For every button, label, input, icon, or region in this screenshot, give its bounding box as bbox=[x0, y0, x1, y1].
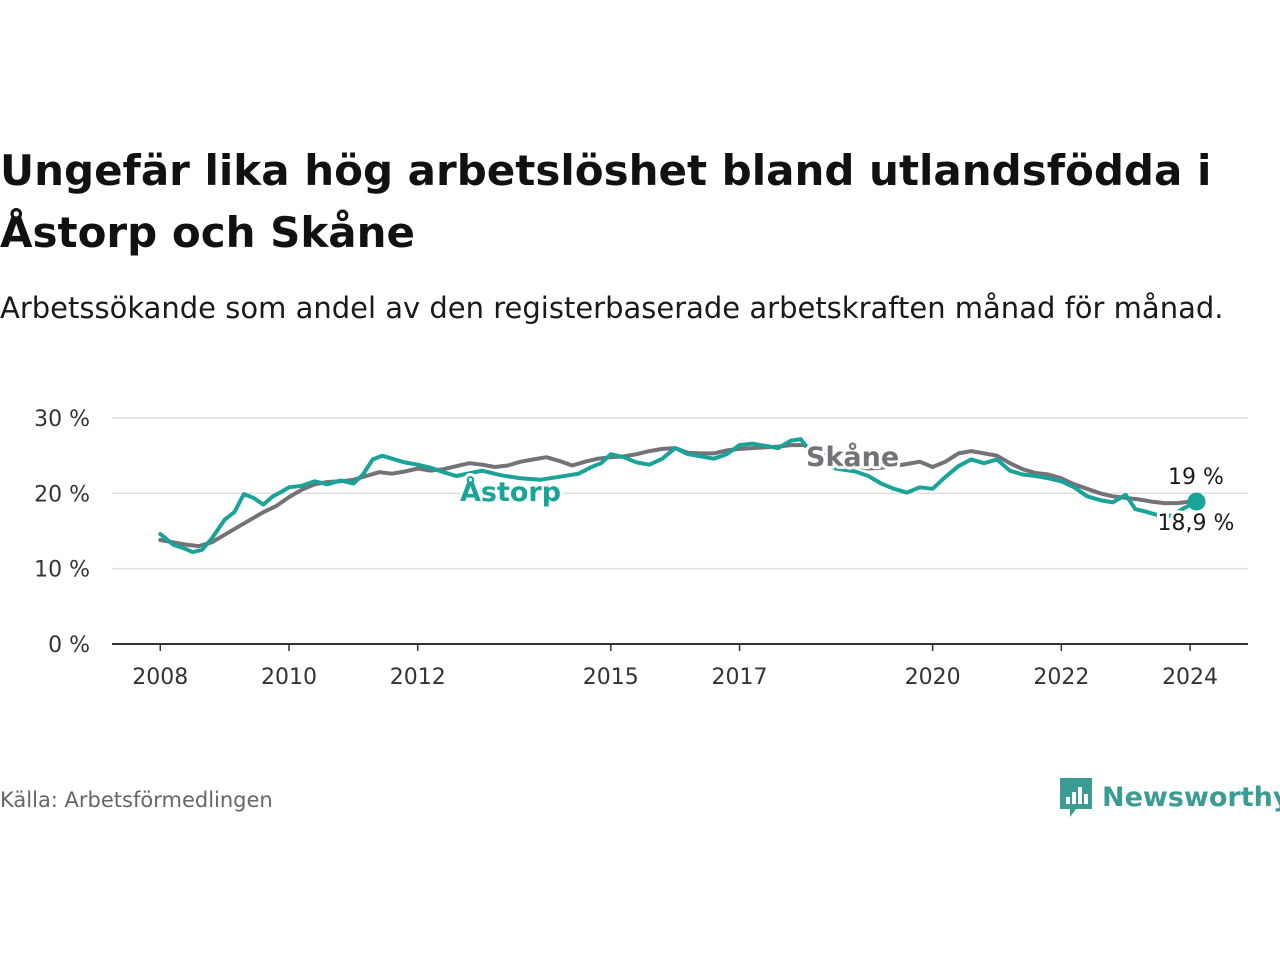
end-value-label-skane: 19 % bbox=[1168, 465, 1224, 490]
series-end-dot-astorp bbox=[1187, 492, 1206, 511]
x-tick-label: 2017 bbox=[712, 665, 768, 690]
series-labels: Skåne Åstorp 19 % 18,9 % bbox=[457, 438, 1237, 539]
x-tick-label: 2020 bbox=[905, 665, 961, 690]
x-axis: 0 % 10 % 20 % 30 % 2008 2010 2012 2015 2017 2020 2… bbox=[34, 407, 1248, 690]
brand-name: Newsworthy bbox=[1102, 781, 1280, 813]
y-tick-label: 0 % bbox=[48, 633, 90, 658]
series-lines bbox=[158, 437, 1199, 555]
newsworthy-logo[interactable]: Newsworthy bbox=[1058, 774, 1280, 820]
source-note: Källa: Arbetsförmedlingen bbox=[0, 788, 273, 812]
x-tick-label: 2012 bbox=[390, 665, 446, 690]
newsworthy-logo-icon bbox=[1060, 778, 1092, 817]
x-tick-label: 2008 bbox=[132, 665, 188, 690]
series-line-astorp bbox=[158, 437, 1199, 555]
x-tick-label: 2015 bbox=[583, 665, 639, 690]
x-tick-label: 2024 bbox=[1162, 665, 1218, 690]
end-value-label-astorp: 18,9 % bbox=[1158, 511, 1235, 536]
series-label-skane: Skåne bbox=[806, 441, 899, 473]
gridlines bbox=[112, 417, 1248, 570]
series-label-astorp: Åstorp bbox=[460, 476, 561, 508]
y-tick-label: 20 % bbox=[34, 482, 90, 507]
series-line-skane bbox=[158, 443, 1199, 549]
x-tick-label: 2022 bbox=[1033, 665, 1089, 690]
y-tick-label: 30 % bbox=[34, 407, 90, 432]
chart-title: Ungefär lika hög arbetslöshet bland utla… bbox=[0, 146, 1212, 257]
line-chart: 0 % 10 % 20 % 30 % 2008 2010 2012 2015 2017 2020 2… bbox=[34, 407, 1248, 690]
chart-subtitle: Arbetssökande som andel av den registerb… bbox=[0, 291, 1224, 325]
y-tick-label: 10 % bbox=[34, 558, 90, 583]
x-tick-label: 2010 bbox=[261, 665, 317, 690]
